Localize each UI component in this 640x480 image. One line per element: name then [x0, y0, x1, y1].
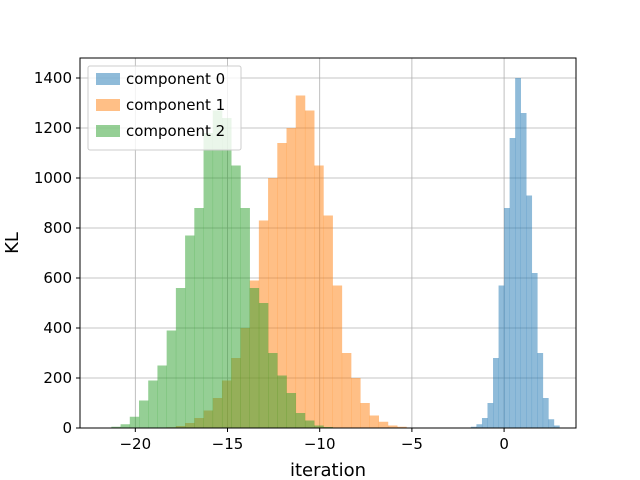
histogram-bar [295, 413, 306, 428]
series-2-bars [111, 110, 333, 428]
x-tick-label: −20 [119, 435, 151, 453]
histogram-bar [515, 78, 521, 428]
histogram-bar [258, 303, 269, 428]
y-tick-label: 200 [43, 369, 72, 387]
histogram-bar [341, 353, 352, 428]
y-tick-label: 600 [43, 269, 72, 287]
x-tick-label: −15 [212, 435, 244, 453]
histogram-bar [314, 425, 324, 428]
histogram-bar [537, 353, 544, 428]
histogram-bar [476, 424, 483, 428]
histogram-bar [295, 95, 306, 428]
histogram-bar [369, 415, 380, 428]
histogram-bar [397, 426, 407, 428]
x-tick-label: 0 [499, 435, 509, 453]
histogram-bar [268, 353, 278, 428]
histogram-bar [526, 195, 533, 428]
histogram-bar [504, 208, 510, 428]
histogram-bar [185, 235, 195, 428]
histogram-bar [277, 143, 287, 428]
histogram-bar [212, 110, 223, 428]
histogram-bar [231, 165, 241, 428]
histogram-bar [360, 403, 370, 428]
histogram-bar [139, 400, 149, 428]
histogram-bar [487, 403, 494, 428]
legend-swatch [96, 125, 120, 137]
legend-label: component 0 [126, 70, 225, 88]
histogram-bar [277, 375, 287, 428]
histogram-bar [378, 421, 389, 428]
histogram-bar [268, 178, 278, 428]
histogram-bar [553, 425, 560, 428]
histogram-bar [542, 398, 549, 428]
legend-swatch [96, 73, 120, 85]
histogram-bar [387, 425, 398, 428]
legend: component 0 component 1 component 2 [87, 65, 242, 151]
histogram-bar [194, 208, 204, 428]
histogram-bar [240, 208, 250, 428]
y-axis-label: KL [2, 232, 23, 254]
x-axis-label: iteration [290, 460, 366, 480]
histogram-bar [111, 426, 121, 428]
histogram-bar [520, 113, 527, 428]
histogram-bar [148, 380, 158, 428]
histogram-bar [498, 285, 505, 428]
histogram-bar [323, 215, 333, 428]
legend-swatch [96, 99, 120, 111]
histogram-bar [470, 426, 477, 428]
histogram-bar [304, 420, 315, 428]
histogram-bar [129, 416, 140, 428]
histogram-bar [175, 288, 186, 428]
histogram-bar [221, 118, 232, 428]
y-tick-label: 1000 [34, 169, 72, 187]
histogram-bar [203, 133, 214, 428]
histogram-bar [548, 419, 555, 428]
axis-ticks: −20 −15 −10 −5 0 0 200 400 600 800 1000 1200 1400 [34, 69, 509, 453]
x-tick-label: −5 [401, 435, 423, 453]
histogram-bar [166, 330, 177, 428]
legend-box [87, 65, 242, 151]
x-tick-label: −10 [304, 435, 336, 453]
plot-frame [79, 57, 577, 429]
histogram-bar [120, 424, 131, 428]
y-tick-label: 1200 [34, 119, 72, 137]
histogram-bar [249, 288, 260, 428]
y-tick-label: 1400 [34, 69, 72, 87]
y-tick-label: 800 [43, 219, 72, 237]
histogram-bar [493, 358, 499, 428]
histogram-bar [314, 165, 324, 428]
histogram-bar [157, 365, 167, 428]
histogram-bar [531, 273, 538, 428]
legend-label: component 2 [126, 122, 225, 140]
y-tick-label: 0 [62, 419, 72, 437]
histogram-bar [351, 378, 361, 428]
histogram-bars [111, 78, 560, 428]
y-tick-label: 400 [43, 319, 72, 337]
legend-label: component 1 [126, 96, 225, 114]
histogram-bar [286, 128, 297, 428]
histogram-bar [332, 285, 343, 428]
histogram-bar [286, 393, 297, 428]
histogram-bar [481, 418, 488, 428]
histogram-bar [509, 138, 516, 428]
series-0-bars [465, 78, 560, 428]
histogram-bar [304, 110, 315, 428]
